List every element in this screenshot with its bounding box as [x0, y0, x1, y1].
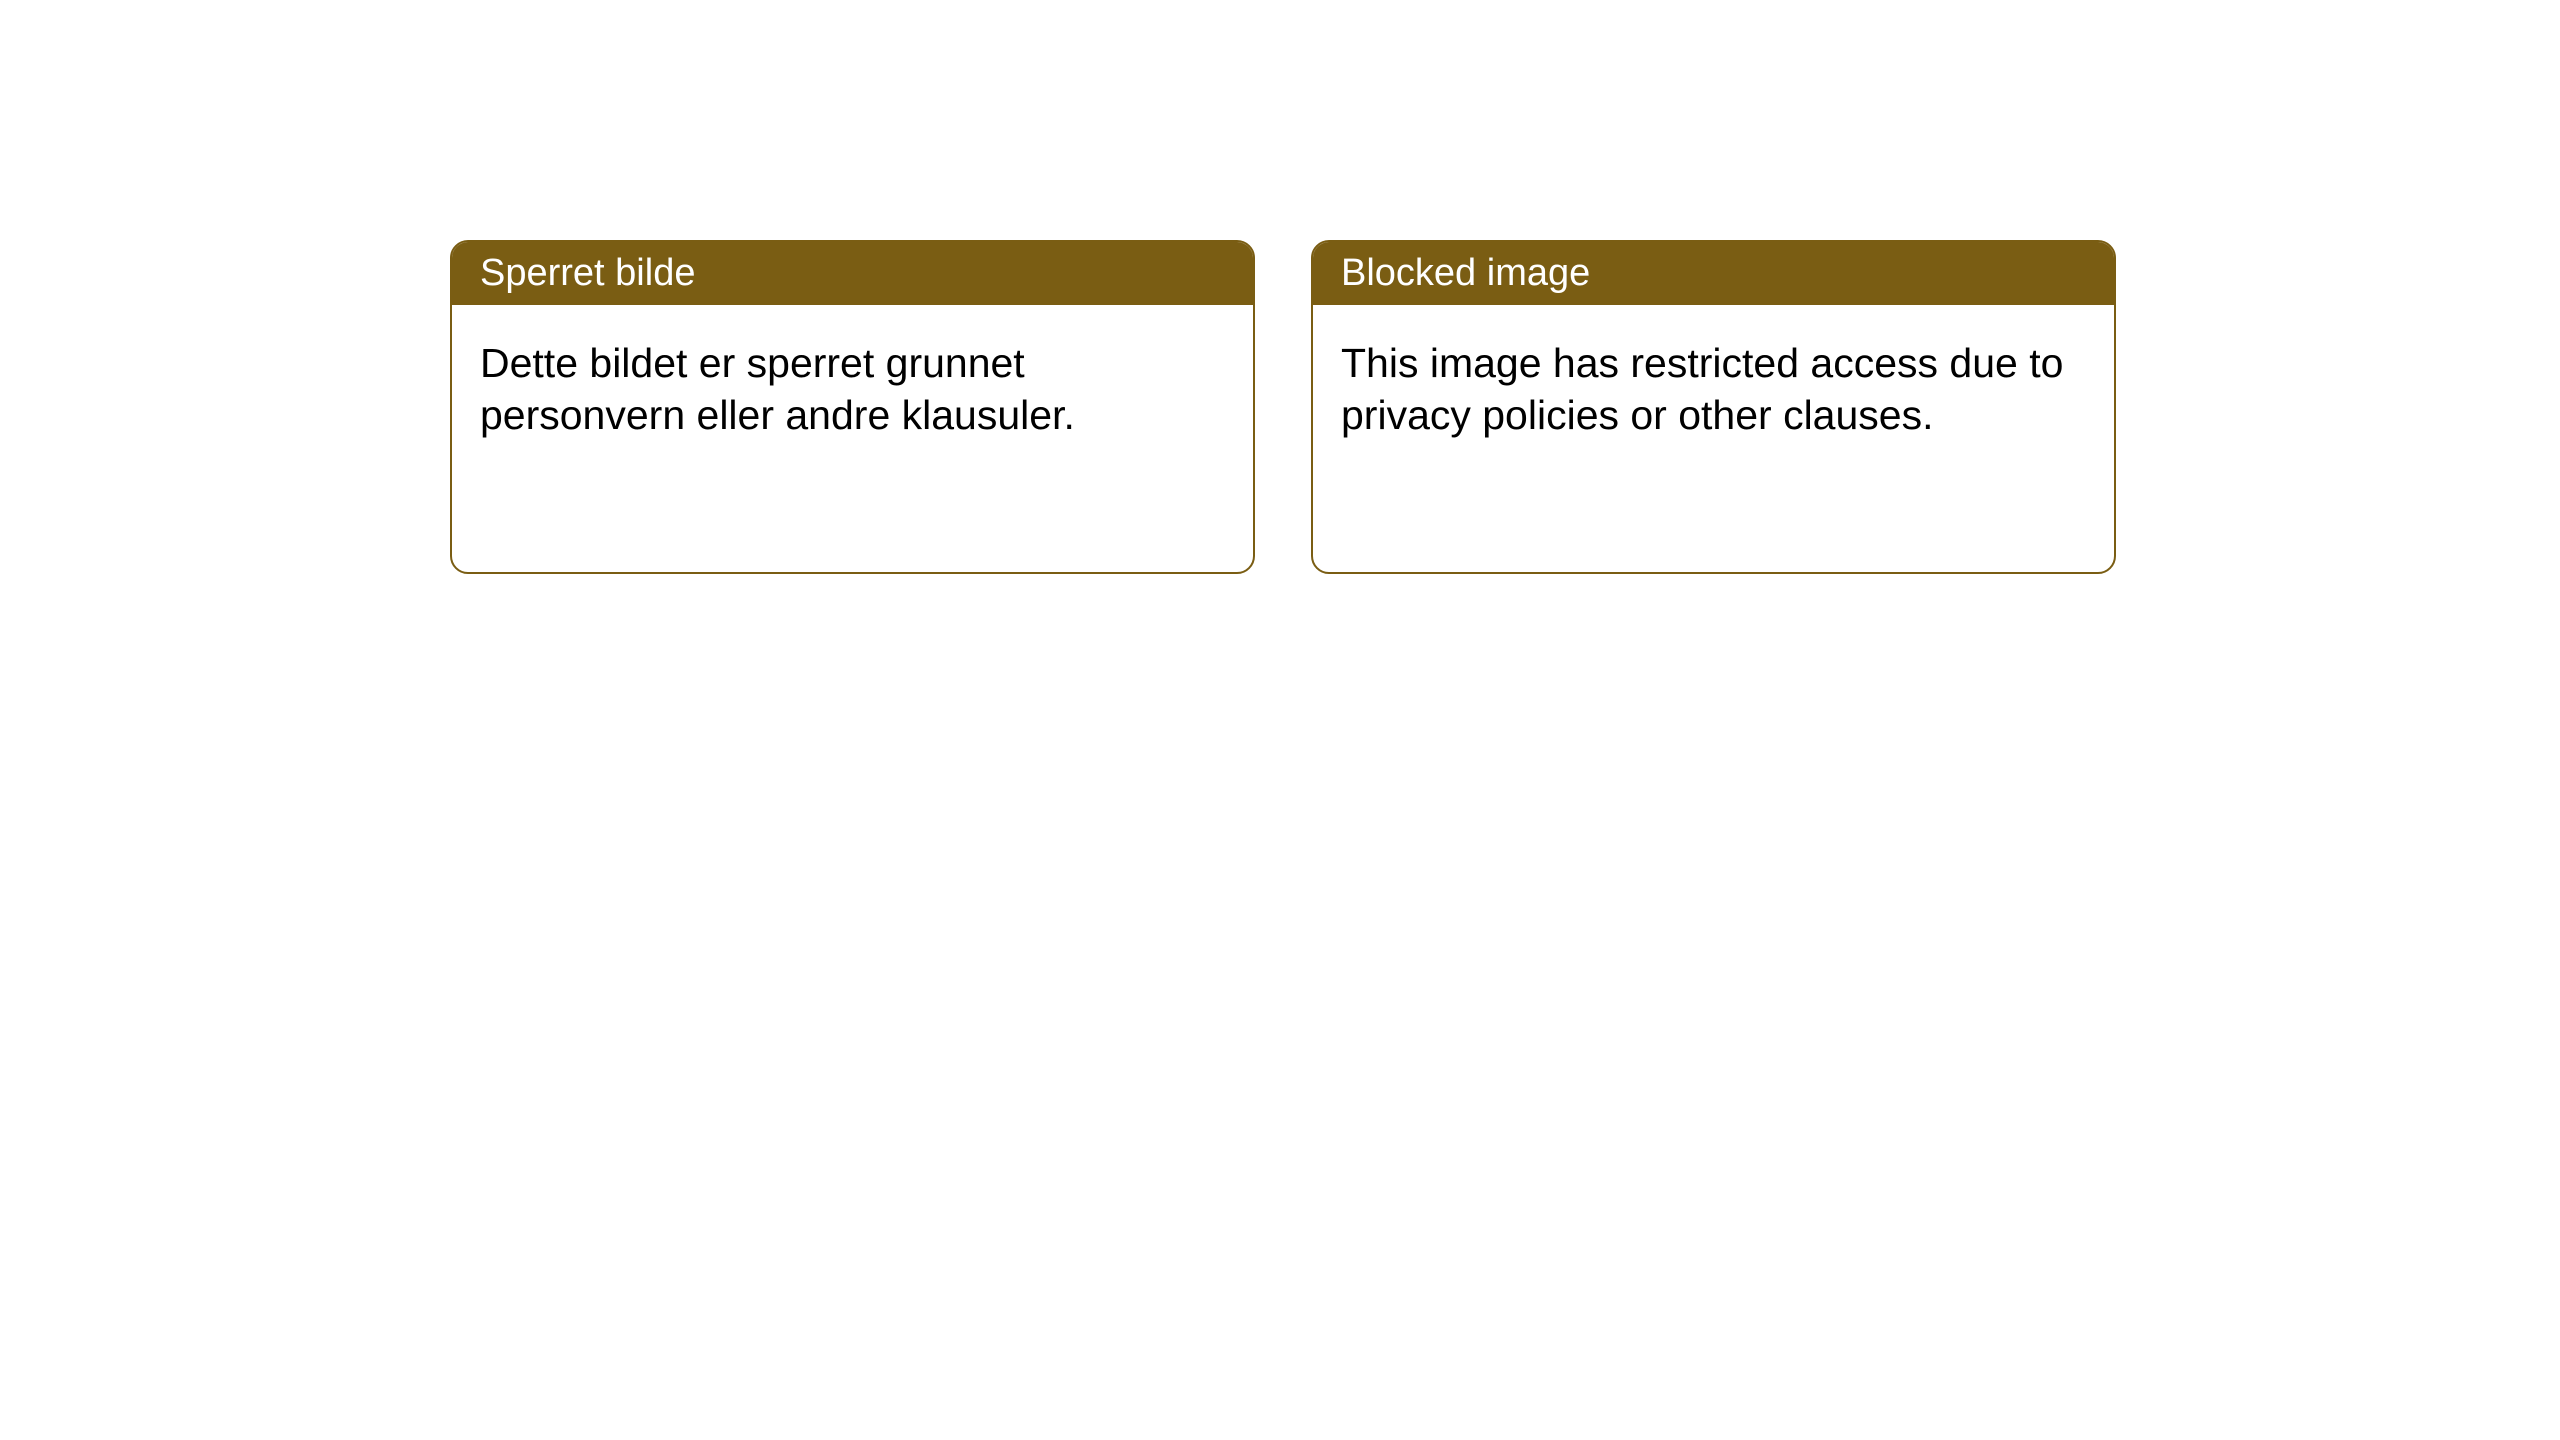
notice-title: Blocked image: [1341, 252, 1590, 294]
notice-header: Blocked image: [1313, 242, 2114, 305]
notice-title: Sperret bilde: [480, 252, 695, 294]
notice-body: This image has restricted access due to …: [1313, 305, 2114, 474]
notice-body-text: This image has restricted access due to …: [1341, 340, 2063, 438]
notice-body-text: Dette bildet er sperret grunnet personve…: [480, 340, 1075, 438]
notice-card-english: Blocked image This image has restricted …: [1311, 240, 2116, 574]
notice-body: Dette bildet er sperret grunnet personve…: [452, 305, 1253, 474]
notice-container: Sperret bilde Dette bildet er sperret gr…: [0, 0, 2560, 574]
notice-header: Sperret bilde: [452, 242, 1253, 305]
notice-card-norwegian: Sperret bilde Dette bildet er sperret gr…: [450, 240, 1255, 574]
